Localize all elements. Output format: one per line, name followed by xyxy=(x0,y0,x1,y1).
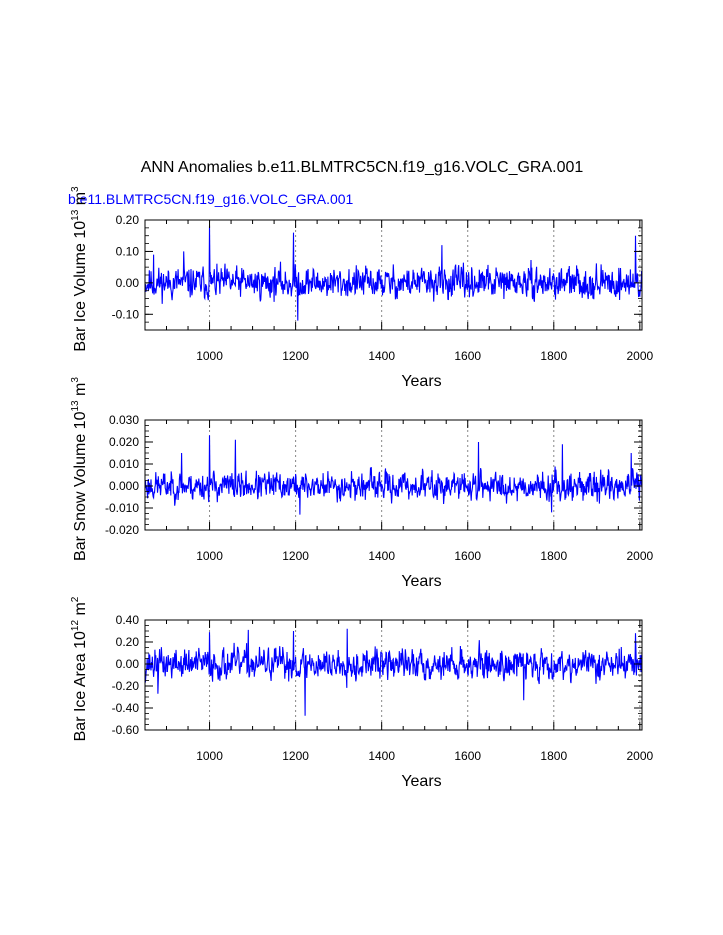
y-tick-label: -0.40 xyxy=(112,701,140,715)
x-axis-label: Years xyxy=(401,573,441,590)
series-line xyxy=(144,628,643,716)
x-tick-label: 2000 xyxy=(626,549,653,563)
y-axis-label: Bar Snow Volume 1013 m3 xyxy=(70,377,89,561)
y-tick-label: 0.000 xyxy=(109,479,139,493)
y-tick-label: 0.00 xyxy=(116,276,140,290)
panel-snow-volume: 1000 1200 1400 1600 1800 2000 -0.020 -0.010 0.00… xyxy=(70,377,654,590)
series-line xyxy=(144,226,643,321)
x-tick-label: 1000 xyxy=(196,349,223,363)
x-tick-label: 1600 xyxy=(454,349,481,363)
y-tick-label: 0.010 xyxy=(109,457,139,471)
x-tick-label: 2000 xyxy=(626,749,653,763)
x-tick-label: 1400 xyxy=(368,349,395,363)
x-axis-label: Years xyxy=(401,373,441,390)
x-tick-label: 1800 xyxy=(540,549,567,563)
y-tick-label: 0.40 xyxy=(116,613,140,627)
x-tick-label: 1600 xyxy=(454,549,481,563)
y-tick-label: 0.20 xyxy=(116,213,140,227)
x-tick-label: 1400 xyxy=(368,749,395,763)
x-tick-label: 2000 xyxy=(626,349,653,363)
y-tick-label: 0.030 xyxy=(109,413,139,427)
x-tick-label: 1400 xyxy=(368,549,395,563)
x-tick-label: 1200 xyxy=(282,549,309,563)
figure-title: ANN Anomalies b.e11.BLMTRC5CN.f19_g16.VO… xyxy=(141,159,584,176)
x-tick-label: 1600 xyxy=(454,749,481,763)
y-tick-label: -0.10 xyxy=(112,307,140,321)
x-tick-label: 1000 xyxy=(196,549,223,563)
y-tick-label: 0.20 xyxy=(116,635,140,649)
x-axis-label: Years xyxy=(401,773,441,790)
x-tick-label: 1800 xyxy=(540,749,567,763)
y-tick-label: 0.00 xyxy=(116,657,140,671)
y-axis-label: Bar Ice Volume 1013 m3 xyxy=(70,186,89,352)
plot-frame xyxy=(144,419,643,531)
x-tick-label: 1200 xyxy=(282,349,309,363)
y-tick-label: -0.20 xyxy=(112,679,140,693)
x-tick-label: 1200 xyxy=(282,749,309,763)
y-axis-label: Bar Ice Area 1012 m2 xyxy=(70,596,89,741)
y-tick-label: -0.010 xyxy=(105,501,139,515)
y-tick-label: -0.020 xyxy=(105,523,139,537)
y-tick-label: 0.10 xyxy=(116,244,140,258)
y-tick-label: 0.020 xyxy=(109,435,139,449)
x-tick-label: 1800 xyxy=(540,349,567,363)
series-line xyxy=(144,435,643,515)
x-tick-label: 1000 xyxy=(196,749,223,763)
y-tick-label: -0.60 xyxy=(112,723,140,737)
panel-ice-area: 1000 1200 1400 1600 1800 2000 -0.60 -0.40 -0.20 0… xyxy=(70,596,654,790)
panel-ice-volume: 1000 1200 1400 1600 1800 2000 -0.10 0.00 0.10 0.2… xyxy=(70,186,654,390)
figure-subtitle: b.e11.BLMTRC5CN.f19_g16.VOLC_GRA.001 xyxy=(68,191,354,207)
